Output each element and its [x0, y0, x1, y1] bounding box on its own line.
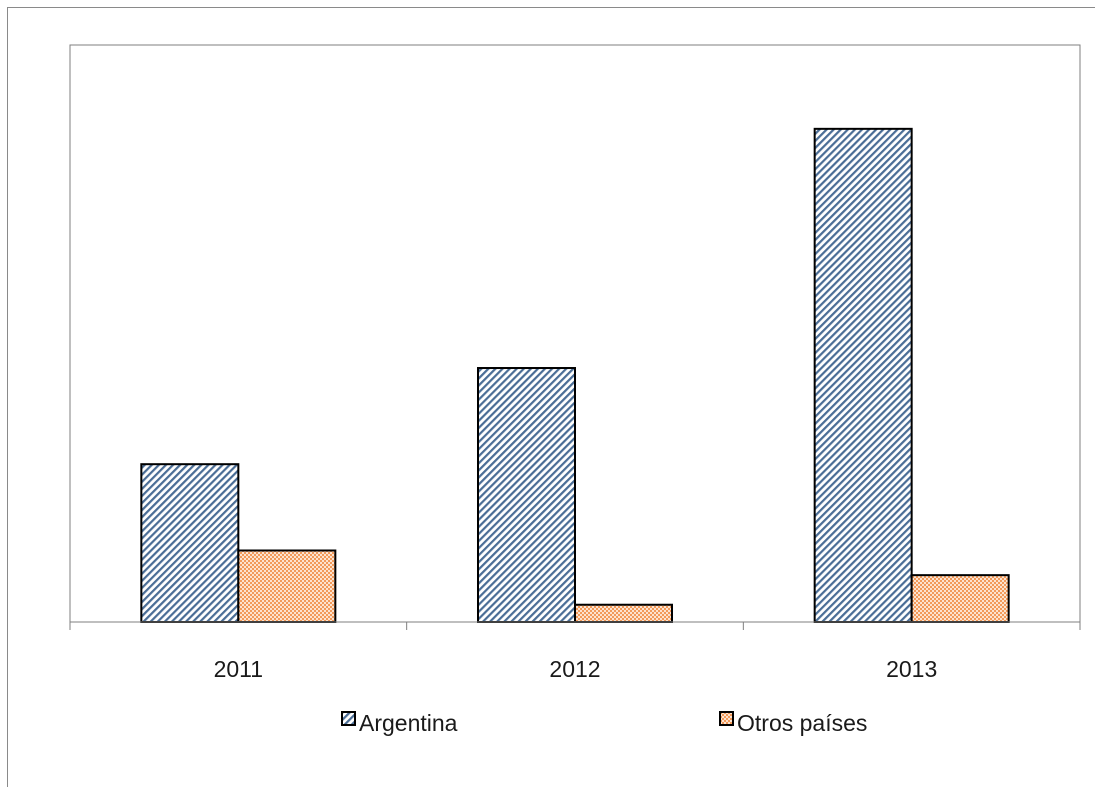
x-tick-label-2013: 2013: [886, 656, 937, 682]
legend-swatch-otros-paises: [719, 711, 734, 726]
bar-otros-paises-2012: [574, 603, 673, 624]
bar-argentina-2012: [477, 367, 576, 623]
bar-argentina-2013: [813, 127, 913, 623]
bar-otros-paises-2013: [910, 574, 1010, 624]
legend-label-otros-paises: Otros países: [737, 710, 867, 736]
legend-item-otros-paises: Otros países: [719, 710, 867, 736]
bar-argentina-2011: [140, 463, 240, 624]
x-ticks: [69, 622, 1081, 630]
bar-otros-paises-2011: [237, 549, 337, 623]
legend-swatch-argentina: [341, 711, 356, 726]
legend: Argentina Otros países: [341, 710, 867, 736]
chart-frame: [7, 7, 1095, 787]
x-tick-label-2012: 2012: [549, 656, 600, 682]
bars: [140, 127, 1010, 624]
x-tick-labels: 2011 2012 2013: [214, 656, 938, 682]
legend-item-argentina: Argentina: [341, 710, 458, 736]
x-tick-label-2011: 2011: [214, 656, 263, 682]
legend-label-argentina: Argentina: [359, 710, 458, 736]
